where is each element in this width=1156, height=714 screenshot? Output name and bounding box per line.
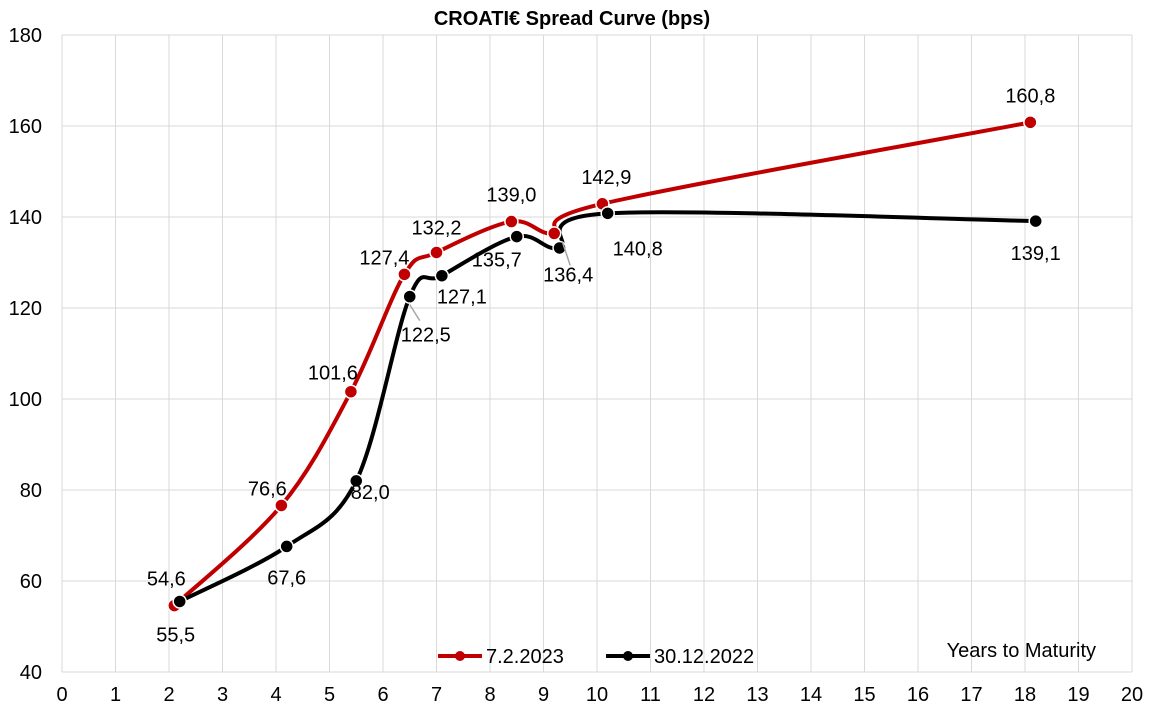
data-label: 127,1 bbox=[437, 287, 487, 309]
legend-label-7-2-2023: 7.2.2023 bbox=[486, 646, 564, 668]
data-point bbox=[429, 245, 444, 260]
data-label: 122,5 bbox=[401, 325, 451, 347]
legend-swatch-marker-7-2-2023 bbox=[455, 651, 465, 661]
x-tick-label: 11 bbox=[640, 684, 661, 706]
data-label: 67,6 bbox=[267, 567, 306, 589]
data-point bbox=[343, 384, 359, 399]
x-tick-label: 7 bbox=[431, 684, 442, 706]
data-label: 139,1 bbox=[1011, 243, 1061, 265]
x-tick-label: 0 bbox=[56, 684, 67, 706]
data-label: 54,6 bbox=[147, 569, 186, 591]
series-layer bbox=[167, 115, 1043, 613]
x-tick-label: 5 bbox=[324, 684, 335, 706]
x-tick-label: 8 bbox=[484, 684, 495, 706]
y-axis-ticks: 40 60 80 100 120 140 160 180 bbox=[9, 25, 42, 684]
data-point bbox=[600, 206, 615, 221]
chart-title: CROATI€ Spread Curve (bps) bbox=[434, 8, 710, 30]
x-tick-label: 6 bbox=[377, 684, 388, 706]
data-label: 76,6 bbox=[248, 478, 287, 500]
data-point bbox=[1023, 115, 1038, 130]
data-point bbox=[402, 289, 417, 304]
x-tick-label: 10 bbox=[586, 684, 608, 706]
y-tick-label: 140 bbox=[9, 207, 42, 229]
data-label: 136,4 bbox=[543, 264, 593, 286]
x-tick-label: 4 bbox=[270, 684, 281, 706]
data-point bbox=[546, 226, 562, 241]
series-line-1 bbox=[178, 210, 1036, 604]
x-tick-label: 16 bbox=[907, 684, 929, 706]
data-label: 142,9 bbox=[581, 167, 631, 189]
data-label: 101,6 bbox=[308, 363, 358, 385]
y-tick-label: 160 bbox=[9, 116, 42, 138]
x-tick-label: 14 bbox=[800, 684, 822, 706]
data-label: 135,7 bbox=[472, 250, 522, 272]
label-leader-line bbox=[561, 241, 571, 266]
y-tick-label: 180 bbox=[9, 25, 42, 47]
legend-label-30-12-2022: 30.12.2022 bbox=[654, 646, 754, 668]
label-leader-line bbox=[409, 304, 421, 322]
y-tick-label: 120 bbox=[9, 298, 42, 320]
x-tick-label: 17 bbox=[960, 684, 982, 706]
x-tick-label: 13 bbox=[746, 684, 768, 706]
data-point bbox=[1028, 213, 1043, 229]
x-tick-label: 19 bbox=[1067, 684, 1089, 706]
y-tick-label: 80 bbox=[20, 480, 42, 502]
x-axis-ticks: 0 1 2 3 4 5 6 7 8 9 10 11 12 13 14 15 16 17 18 19 20 bbox=[56, 684, 1143, 706]
data-label: 139,0 bbox=[486, 185, 536, 207]
data-point bbox=[397, 267, 412, 282]
x-axis-title: Years to Maturity bbox=[947, 640, 1096, 662]
data-label: 55,5 bbox=[156, 624, 195, 646]
x-tick-label: 3 bbox=[217, 684, 228, 706]
data-point bbox=[349, 473, 364, 489]
x-tick-label: 9 bbox=[538, 684, 549, 706]
series-line-0 bbox=[172, 120, 1031, 608]
data-point bbox=[279, 539, 294, 554]
x-tick-label: 15 bbox=[853, 684, 875, 706]
data-label: 82,0 bbox=[351, 482, 390, 504]
x-tick-label: 18 bbox=[1014, 684, 1036, 706]
x-tick-label: 1 bbox=[110, 684, 121, 706]
y-tick-label: 100 bbox=[9, 389, 42, 411]
gridlines bbox=[61, 34, 1133, 673]
x-tick-label: 20 bbox=[1121, 684, 1143, 706]
y-tick-label: 40 bbox=[20, 662, 42, 684]
x-tick-label: 12 bbox=[693, 684, 715, 706]
data-point bbox=[434, 268, 450, 283]
y-tick-label: 60 bbox=[20, 571, 42, 593]
data-label: 132,2 bbox=[411, 217, 461, 239]
legend-swatch-marker-30-12-2022 bbox=[623, 651, 633, 661]
data-label: 127,4 bbox=[359, 247, 409, 269]
data-point bbox=[172, 594, 187, 609]
data-point bbox=[509, 229, 524, 244]
data-point bbox=[274, 498, 289, 513]
data-label: 160,8 bbox=[1005, 85, 1055, 107]
data-point bbox=[504, 214, 519, 229]
x-tick-label: 2 bbox=[163, 684, 174, 706]
legend: 7.2.2023 30.12.2022 bbox=[438, 646, 754, 668]
data-label: 140,8 bbox=[613, 238, 663, 260]
